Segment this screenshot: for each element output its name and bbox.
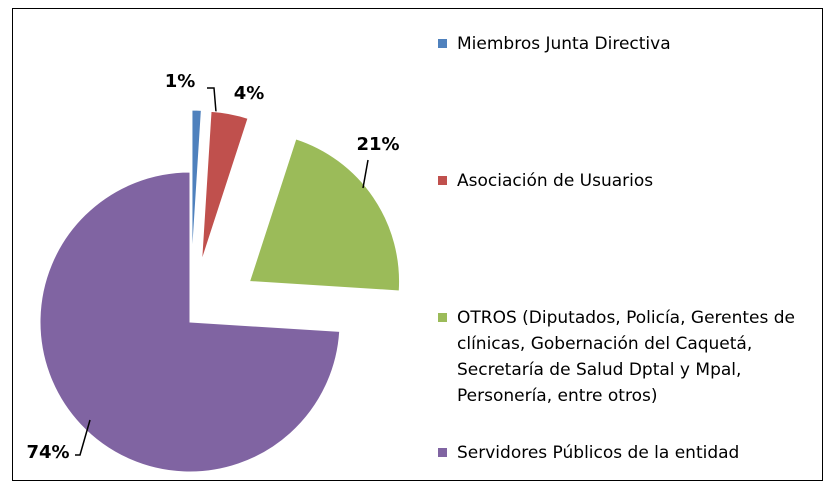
legend-entry: Asociación de Usuarios (438, 168, 823, 194)
legend-entry: Servidores Públicos de la entidad (438, 440, 823, 466)
legend-swatch (438, 313, 447, 322)
legend-swatch (438, 176, 447, 185)
legend-label: Asociación de Usuarios (457, 171, 654, 191)
legend-swatch (438, 448, 447, 457)
legend-entry: Miembros Junta Directiva (438, 31, 823, 57)
leader-line (207, 87, 217, 113)
legend-label: Miembros Junta Directiva (457, 34, 671, 54)
pie-slice (248, 138, 401, 292)
pie-slice (191, 109, 202, 261)
data-label: 1% (165, 71, 196, 92)
legend-label: OTROS (Diputados, Policía, Gerentes de c… (457, 308, 796, 406)
legend-label: Servidores Públicos de la entidad (457, 443, 740, 463)
legend-swatch (438, 39, 447, 48)
leader-line (75, 419, 91, 456)
data-label: 74% (26, 442, 69, 463)
pie-slice (39, 171, 341, 473)
data-label: 21% (356, 134, 399, 155)
data-label: 4% (234, 83, 265, 104)
legend-entry: OTROS (Diputados, Policía, Gerentes de c… (438, 305, 823, 409)
leader-line (362, 159, 369, 189)
pie-slice (201, 110, 249, 262)
